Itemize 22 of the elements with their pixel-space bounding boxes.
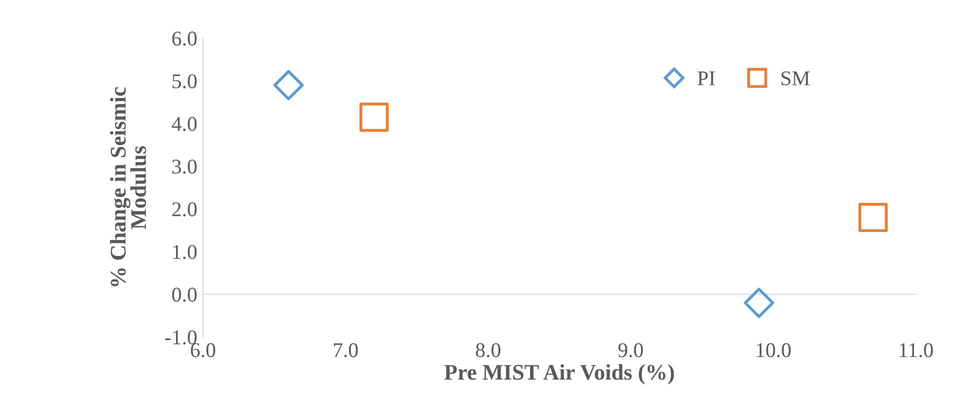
y-tick-label: 0.0 <box>172 288 197 302</box>
y-tick-label: -1.0 <box>165 330 197 345</box>
y-tick-label: 5.0 <box>172 74 197 88</box>
point <box>359 102 389 132</box>
y-tick-label: 4.0 <box>172 116 197 132</box>
x-tick-label: 7.0 <box>334 343 358 358</box>
y-tick-label: 2.0 <box>172 202 197 216</box>
y-tick-label: 6.0 <box>172 32 197 46</box>
legend-label: SM <box>782 71 810 86</box>
x-tick-label: 8.0 <box>476 343 500 358</box>
legend-label: PI <box>698 72 715 86</box>
x-tick-label: 9.0 <box>618 343 643 358</box>
y-axis-title: % Change in Seismic Modulus <box>110 87 146 286</box>
y-tick-label: 3.0 <box>172 160 197 174</box>
x-tick-label: 10.0 <box>756 343 791 358</box>
y-tick-label: 1.0 <box>173 244 197 260</box>
point <box>858 202 888 232</box>
x-tick-label: 6.0 <box>190 343 216 358</box>
point <box>744 288 774 318</box>
point <box>273 70 304 100</box>
x-axis-title: Pre MIST Air Voids (%) <box>444 364 674 384</box>
x-tick-label: 11.0 <box>900 343 933 358</box>
